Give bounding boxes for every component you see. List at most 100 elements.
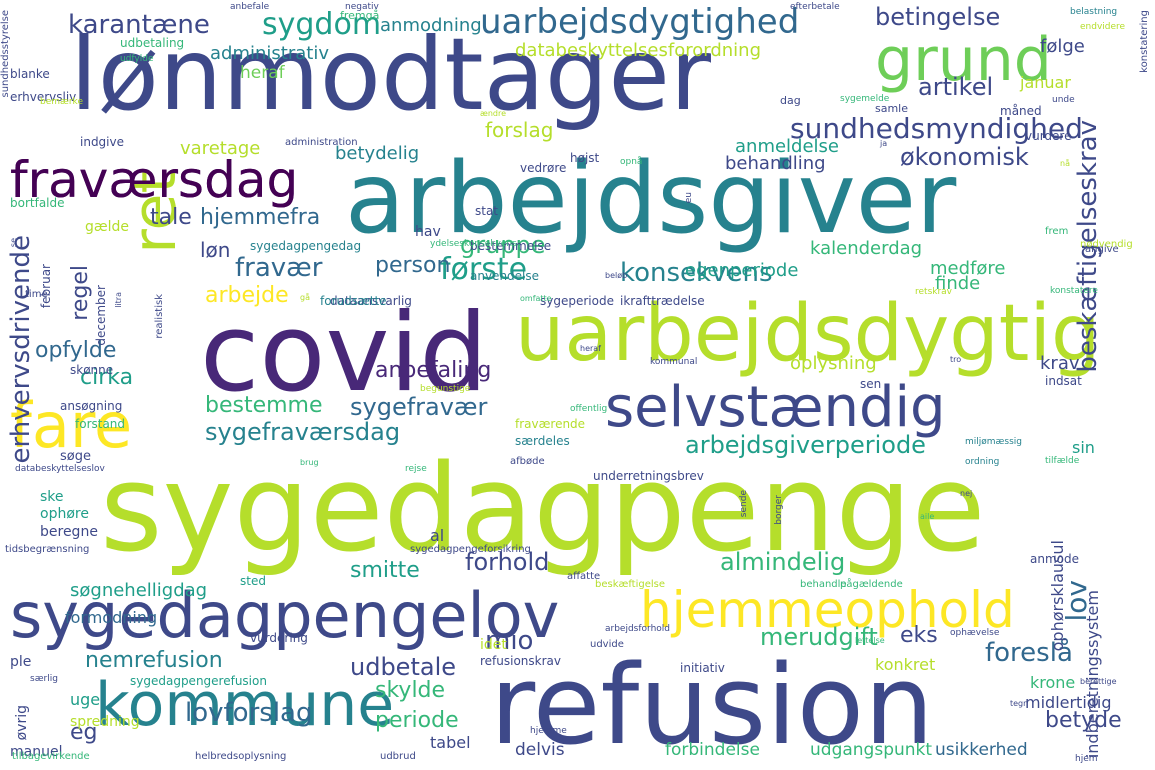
word-sygedagpengeforsikring: sygedagpengeforsikring bbox=[410, 544, 531, 555]
word-ydelseskonsekvens: ydelseskonsekvens bbox=[430, 239, 517, 249]
word-særdeles: særdeles bbox=[515, 434, 570, 448]
word-bortfalde: bortfalde bbox=[10, 196, 65, 210]
word-hjemmeophold: hjemmeophold bbox=[640, 581, 1015, 639]
word-sen: sen bbox=[860, 377, 882, 391]
word-erhvervsliv: erhvervsliv bbox=[10, 90, 77, 104]
word-begunstige: begunstige bbox=[420, 384, 471, 394]
word-administration: administration bbox=[285, 137, 358, 148]
word-tale: tale bbox=[150, 205, 192, 230]
word-søge: søge bbox=[60, 449, 91, 464]
word-mio: mio bbox=[485, 626, 534, 656]
word-periode: periode bbox=[375, 708, 459, 733]
word-karantæne: karantæne bbox=[68, 10, 210, 40]
word-nå: nå bbox=[1060, 159, 1070, 168]
word-gælde: gælde bbox=[85, 219, 130, 235]
word-eu: eu bbox=[684, 192, 694, 204]
word-udfylde: udfylde bbox=[120, 54, 154, 64]
word-heraf: heraf bbox=[240, 63, 285, 83]
word-blanke: blanke bbox=[10, 67, 50, 81]
word-miljømæssig: miljømæssig bbox=[965, 437, 1022, 447]
word-arbejdsforhold: arbejdsforhold bbox=[605, 624, 671, 634]
word-februar: februar bbox=[39, 264, 53, 309]
word-øvrig: øvrig bbox=[14, 705, 30, 741]
word-sygedagpengelov: sygedagpengelov bbox=[10, 579, 560, 652]
word-uarbejdsdygtig: uarbejdsdygtig bbox=[515, 289, 1101, 379]
word-gruppe: gruppe bbox=[460, 231, 546, 259]
word-nej: nej bbox=[960, 489, 973, 498]
word-højst: højst bbox=[570, 151, 600, 165]
word-tilfælde: tilfælde bbox=[1045, 456, 1080, 466]
word-arbejdsgiverperiode: arbejdsgiverperiode bbox=[685, 431, 926, 459]
word-oplysning: oplysning bbox=[790, 353, 877, 374]
word-konstatere: konstatere bbox=[1050, 286, 1098, 296]
word-delvis: delvis bbox=[515, 740, 565, 760]
word-anmodning: anmodning bbox=[380, 15, 482, 36]
word-smitte: smitte bbox=[350, 558, 420, 583]
word-sundhedsstyrelse: sundhedsstyrelse bbox=[0, 10, 11, 98]
word-efterbetale: efterbetale bbox=[790, 2, 840, 12]
word-krav: krav bbox=[1040, 353, 1080, 374]
word-forslag: forslag bbox=[485, 118, 554, 142]
word-anmeldelse: anmeldelse bbox=[735, 136, 840, 157]
word-anmode: anmode bbox=[1030, 552, 1079, 566]
word-offentlig: offentlig bbox=[570, 404, 608, 414]
word-negativ: negativ bbox=[345, 2, 379, 12]
word-arbejde: arbejde bbox=[205, 283, 289, 308]
word-konsekvens: konsekvens bbox=[620, 258, 773, 288]
word-forstand: forstand bbox=[75, 417, 126, 431]
word-selvstændig: selvstændig bbox=[605, 375, 946, 440]
word-økonomisk: økonomisk bbox=[900, 143, 1029, 171]
word-lovforslag: lovforslag bbox=[185, 698, 313, 728]
word-lønmodtager: lønmodtager bbox=[70, 16, 712, 133]
word-stat: stat bbox=[475, 204, 499, 218]
word-fare: fare bbox=[10, 389, 133, 462]
word-måned: måned bbox=[1000, 104, 1042, 118]
word-indberetningssystem: indberetningssystem bbox=[1083, 590, 1102, 759]
word-foreslå: foreslå bbox=[985, 638, 1073, 668]
word-pågældende: pågældende bbox=[840, 579, 903, 590]
word-sende: sende bbox=[739, 490, 749, 518]
word-hjemmefra: hjemmefra bbox=[200, 205, 321, 230]
word-covid: covid bbox=[200, 291, 488, 416]
word-sygemelde: sygemelde bbox=[840, 94, 890, 104]
word-fravær: fravær bbox=[235, 253, 323, 283]
word-vurdere: vurdere bbox=[1025, 129, 1072, 143]
word-behandling: behandling bbox=[725, 153, 826, 174]
word-sted: sted bbox=[240, 574, 266, 588]
word-retskrav: retskrav bbox=[915, 287, 953, 297]
word-unde: unde bbox=[1052, 95, 1075, 105]
word-skylde: skylde bbox=[375, 678, 446, 703]
word-uge: uge bbox=[70, 690, 101, 709]
word-afbøde: afbøde bbox=[510, 456, 545, 467]
word-indgive: indgive bbox=[80, 135, 124, 149]
word-følge: følge bbox=[1040, 36, 1085, 57]
word-ple: ple bbox=[10, 654, 32, 670]
word-ordning: ordning bbox=[965, 457, 1000, 467]
word-januar: januar bbox=[1020, 73, 1071, 92]
word-forhold: forhold bbox=[465, 548, 550, 576]
word-underretningsbrev: underretningsbrev bbox=[593, 469, 704, 483]
word-eks: eks bbox=[900, 623, 938, 648]
word-sygeperiode: sygeperiode bbox=[540, 294, 614, 308]
word-anvendelse: anvendelse bbox=[470, 269, 540, 283]
word-finde: finde bbox=[935, 273, 981, 294]
word-opfylde: opfylde bbox=[35, 338, 117, 363]
word-anbefale: anbefale bbox=[230, 2, 270, 12]
word-regel: regel bbox=[68, 265, 93, 321]
word-se: se bbox=[9, 238, 18, 248]
word-gå: gå bbox=[300, 293, 310, 302]
word-tegn: tegn bbox=[1010, 699, 1029, 708]
word-bestemmelse: bestemmelse bbox=[470, 239, 552, 253]
word-beskæftigelse: beskæftigelse bbox=[595, 579, 666, 590]
word-hav: hav bbox=[415, 224, 441, 240]
word-eg: eg bbox=[70, 720, 98, 745]
word-manuel: manuel bbox=[10, 744, 63, 760]
word-litra: litra bbox=[114, 292, 123, 308]
word-initiativ: initiativ bbox=[680, 661, 725, 675]
word-cirka: cirka bbox=[80, 365, 134, 390]
word-forudsætte: forudsætte bbox=[320, 294, 387, 308]
word-al: al bbox=[430, 526, 445, 545]
word-anbefaling: anbefaling bbox=[375, 358, 492, 383]
word-sygefravær: sygefravær bbox=[350, 393, 488, 421]
